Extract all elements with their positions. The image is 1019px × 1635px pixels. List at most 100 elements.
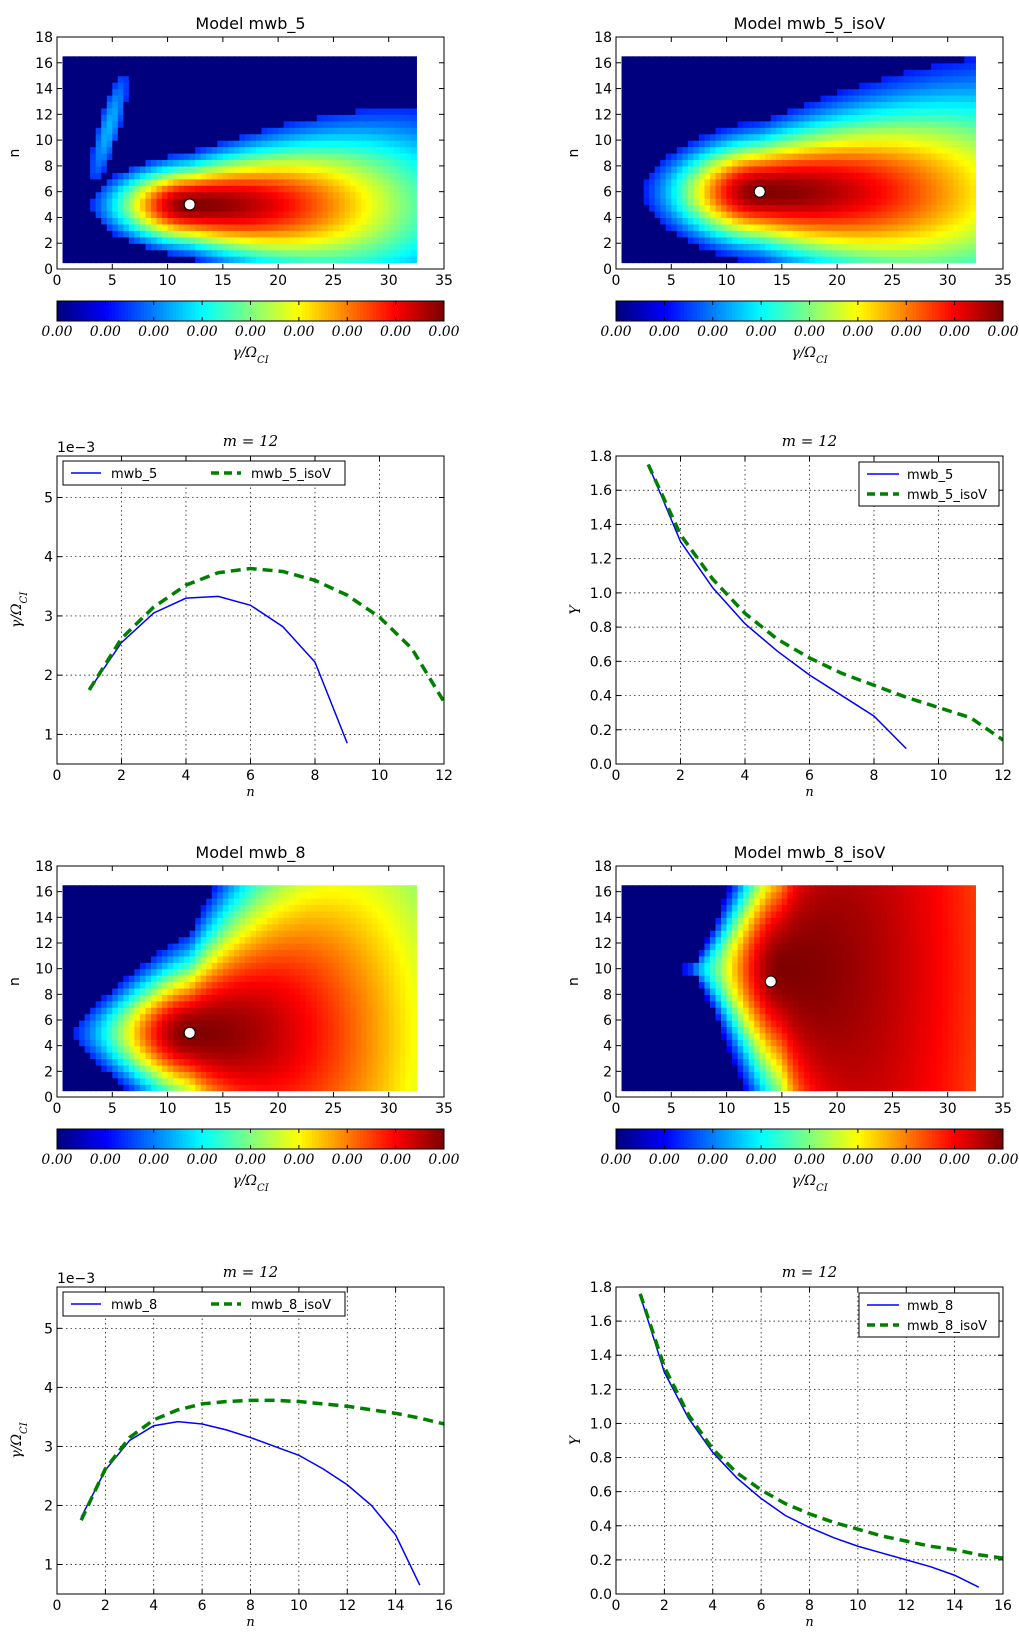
heatmap-cell <box>233 223 241 231</box>
heatmap-cell <box>704 172 711 180</box>
heatmap-cell <box>173 211 180 219</box>
heatmap-cell <box>864 191 871 199</box>
heatmap-cell <box>167 114 174 122</box>
colorbar-segment <box>657 301 662 321</box>
heatmap-cell <box>665 75 672 83</box>
heatmap-cell <box>770 236 777 244</box>
heatmap-cell <box>809 88 816 96</box>
heatmap-cell <box>128 159 135 167</box>
heatmap-cell <box>95 133 102 141</box>
heatmap-cell <box>90 1007 97 1015</box>
heatmap-cell <box>826 230 833 238</box>
colorbar-segment <box>693 301 698 321</box>
heatmap-cell <box>112 133 119 141</box>
heatmap-cell <box>748 107 755 115</box>
heatmap-cell <box>781 256 788 264</box>
heatmap-cell <box>173 249 180 257</box>
heatmap-cell <box>233 120 241 128</box>
heatmap-cell <box>931 256 938 264</box>
colorbar-segment <box>166 301 171 321</box>
heatmap-cell <box>754 172 761 180</box>
colorbar-segment <box>118 301 123 321</box>
heatmap-cell <box>687 256 694 264</box>
heatmap-cell <box>886 127 894 135</box>
heatmap-cell <box>859 191 866 199</box>
heatmap-cell <box>820 120 827 128</box>
heatmap-cell <box>322 75 329 83</box>
heatmap-cell <box>178 223 185 231</box>
heatmap-cell <box>294 120 301 128</box>
heatmap-cell <box>322 217 329 225</box>
heatmap-cell <box>931 82 938 90</box>
heatmap-cell <box>167 127 174 135</box>
heatmap-cell <box>770 191 777 199</box>
heatmap-cell <box>958 230 965 238</box>
heatmap-cell <box>394 185 401 193</box>
colorbar-segment <box>189 301 193 321</box>
heatmap-cell <box>95 217 102 225</box>
heatmap-cell <box>638 114 645 122</box>
heatmap-cell <box>84 198 91 206</box>
heatmap-cell <box>770 165 777 173</box>
heatmap-cell <box>820 88 827 96</box>
heatmap-cell <box>715 114 722 122</box>
heatmap-cell <box>134 120 141 128</box>
heatmap-cell <box>250 62 257 70</box>
heatmap-cell <box>145 153 152 161</box>
heatmap-cell <box>95 101 102 109</box>
heatmap-cell <box>250 75 257 83</box>
heatmap-cell <box>322 56 329 64</box>
heatmap-cell <box>964 198 971 206</box>
heatmap-cell <box>239 95 246 103</box>
heatmap-cell <box>261 204 268 212</box>
colorbar-segment <box>964 301 969 321</box>
heatmap-cell <box>283 69 290 77</box>
heatmap-cell <box>870 223 877 231</box>
heatmap-cell <box>206 191 213 199</box>
heatmap-cell <box>942 256 949 264</box>
heatmap-cell <box>239 146 246 154</box>
heatmap-cell <box>73 82 80 90</box>
heatmap-cell <box>826 178 833 186</box>
heatmap-cell <box>233 69 241 77</box>
heatmap-cell <box>399 56 406 64</box>
heatmap-cell <box>864 114 871 122</box>
heatmap-cell <box>73 891 80 899</box>
heatmap-cell <box>233 217 241 225</box>
heatmap-cell <box>322 69 329 77</box>
heatmap-cell <box>848 191 855 199</box>
heatmap-cell <box>79 936 86 944</box>
heatmap-cell <box>665 127 672 135</box>
heatmap-cell <box>322 204 329 212</box>
heatmap-cell <box>211 198 218 206</box>
heatmap-cell <box>106 1052 113 1060</box>
heatmap-cell <box>117 236 124 244</box>
heatmap-cell <box>361 223 368 231</box>
heatmap-cell <box>842 191 849 199</box>
heatmap-cell <box>79 146 86 154</box>
heatmap-cell <box>621 172 628 180</box>
heatmap-cell <box>200 62 207 70</box>
heatmap-cell <box>715 56 722 64</box>
heatmap-cell <box>68 172 75 180</box>
heatmap-cell <box>953 120 960 128</box>
heatmap-cell <box>305 256 312 264</box>
heatmap-cell <box>848 75 855 83</box>
heatmap-cell <box>184 191 191 199</box>
heatmap-cell <box>925 159 932 167</box>
heatmap-cell <box>399 69 406 77</box>
heatmap-cell <box>139 217 147 225</box>
heatmap-cell <box>217 82 224 90</box>
heatmap-cell <box>638 153 645 161</box>
heatmap-cell <box>189 146 196 154</box>
heatmap-cell <box>134 114 141 122</box>
heatmap-cell <box>803 159 811 167</box>
heatmap-cell <box>864 256 871 264</box>
heatmap-cell <box>294 140 301 148</box>
heatmap-cell <box>228 140 235 148</box>
heatmap-cell <box>698 133 706 141</box>
heatmap-cell <box>920 62 927 70</box>
heatmap-cell <box>759 146 766 154</box>
heatmap-cell <box>687 114 694 122</box>
heatmap-cell <box>156 165 163 173</box>
